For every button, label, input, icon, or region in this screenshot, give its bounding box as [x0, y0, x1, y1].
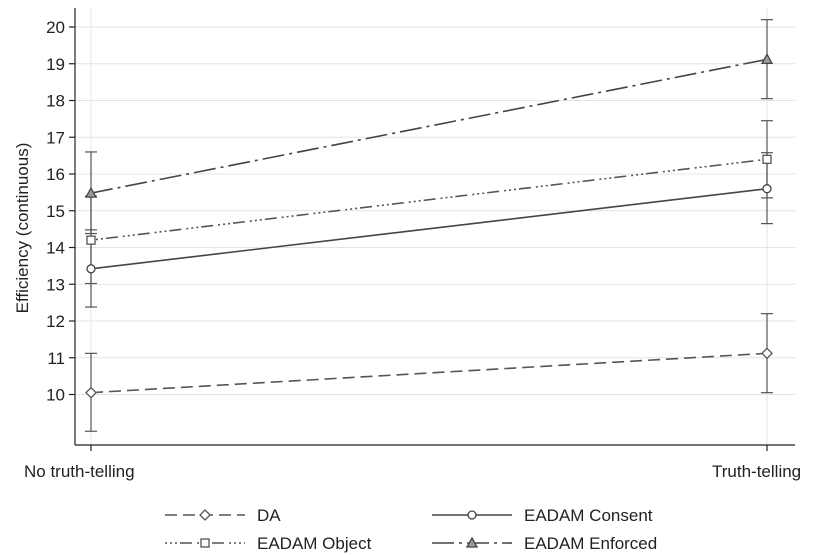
error-bars — [85, 19, 773, 432]
legend-label: EADAM Object — [257, 534, 372, 553]
y-tick-label: 19 — [46, 55, 65, 74]
series-markers — [84, 53, 774, 399]
marker-circle — [86, 264, 96, 274]
y-tick-label: 14 — [46, 239, 65, 258]
marker-diamond — [761, 347, 773, 360]
y-tick-label: 13 — [46, 275, 65, 294]
legend-item: EADAM Enforced — [432, 534, 657, 553]
marker-diamond — [85, 386, 97, 399]
legend: DA EADAM Consent EADAM Object EADAM Enforce… — [165, 506, 657, 553]
marker-square — [86, 235, 96, 245]
marker-triangle — [760, 53, 774, 64]
x-axis-ticks: No truth-telling Truth-telling — [24, 445, 801, 481]
legend-item: EADAM Consent — [432, 506, 653, 525]
y-tick-label: 16 — [46, 165, 65, 184]
legend-label: DA — [257, 506, 281, 525]
grid-lines — [75, 8, 795, 445]
legend-label: EADAM Enforced — [524, 534, 657, 553]
marker-triangle — [84, 186, 98, 198]
legend-item: DA — [165, 506, 281, 525]
marker-triangle — [465, 536, 479, 548]
series-line-1 — [90, 187, 768, 270]
marker-square — [762, 154, 772, 164]
marker-circle — [467, 510, 477, 520]
y-tick-label: 20 — [46, 18, 65, 37]
series-line-0 — [90, 352, 768, 394]
series-line-2 — [90, 158, 768, 241]
series-lines — [90, 58, 768, 394]
y-axis-ticks: 10 11 12 13 14 15 16 17 18 19 20 — [46, 18, 75, 405]
y-tick-label: 15 — [46, 202, 65, 221]
y-tick-label: 10 — [46, 386, 65, 405]
legend-label: EADAM Consent — [524, 506, 653, 525]
y-tick-label: 12 — [46, 312, 65, 331]
y-tick-label: 11 — [47, 349, 65, 368]
y-tick-label: 18 — [46, 92, 65, 111]
legend-item: EADAM Object — [165, 534, 372, 553]
axes — [74, 8, 795, 446]
series-line-3 — [90, 58, 768, 194]
marker-circle — [762, 184, 772, 194]
x-tick-label: Truth-telling — [712, 462, 801, 481]
marker-square — [200, 538, 210, 548]
marker-diamond — [199, 509, 211, 521]
y-axis-label: Efficiency (continuous) — [13, 143, 32, 314]
y-tick-label: 17 — [46, 128, 65, 147]
x-tick-label: No truth-telling — [24, 462, 135, 481]
